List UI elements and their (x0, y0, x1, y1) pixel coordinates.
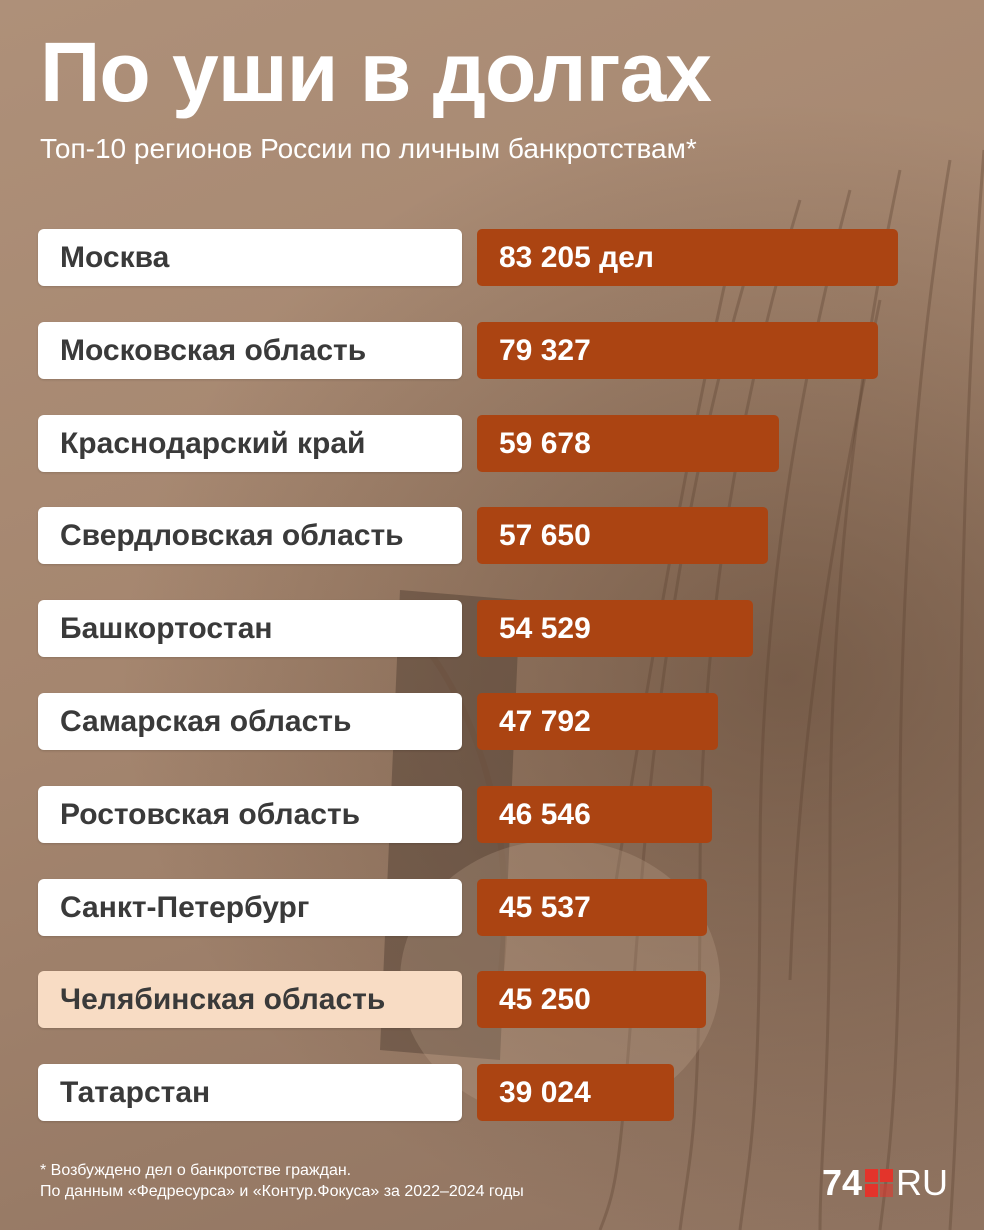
value-bar: 54 529 (477, 600, 753, 657)
chart-row: Московская область 79 327 (0, 322, 984, 379)
value-bar: 46 546 (477, 786, 712, 843)
logo-number: 74 (821, 1162, 862, 1203)
chart-row: Самарская область 47 792 (0, 693, 984, 750)
logo-square-mark-icon (865, 1169, 893, 1197)
page-title: По уши в долгах (40, 25, 712, 119)
region-label: Башкортостан (38, 600, 462, 657)
region-label: Краснодарский край (38, 415, 462, 472)
chart-row: Ростовская область 46 546 (0, 786, 984, 843)
footnote-line-1: * Возбуждено дел о банкротстве граждан. (40, 1162, 352, 1179)
chart-row: Москва 83 205 дел (0, 229, 984, 286)
chart-row: Челябинская область 45 250 (0, 971, 984, 1028)
logo-suffix: RU (896, 1162, 948, 1203)
value-bar: 57 650 (477, 507, 768, 564)
value-bar: 45 537 (477, 879, 707, 936)
region-label: Челябинская область (38, 971, 462, 1028)
brand-logo: 74 RU (821, 1162, 948, 1203)
chart-row: Свердловская область 57 650 (0, 507, 984, 564)
region-label: Свердловская область (38, 507, 462, 564)
region-label: Московская область (38, 322, 462, 379)
region-label: Санкт-Петербург (38, 879, 462, 936)
chart-row: Краснодарский край 59 678 (0, 415, 984, 472)
region-label: Ростовская область (38, 786, 462, 843)
region-label: Самарская область (38, 693, 462, 750)
chart-row: Санкт-Петербург 45 537 (0, 879, 984, 936)
page-subtitle: Топ-10 регионов России по личным банкрот… (40, 133, 697, 164)
footnote: * Возбуждено дел о банкротстве граждан. … (40, 1160, 524, 1202)
value-bar: 79 327 (477, 322, 878, 379)
value-bar: 83 205 дел (477, 229, 898, 286)
footnote-line-2: По данным «Федресурса» и «Контур.Фокуса»… (40, 1183, 524, 1200)
chart-row: Татарстан 39 024 (0, 1064, 984, 1121)
value-bar: 45 250 (477, 971, 706, 1028)
value-bar: 59 678 (477, 415, 779, 472)
region-label: Татарстан (38, 1064, 462, 1121)
value-bar: 39 024 (477, 1064, 674, 1121)
chart-row: Башкортостан 54 529 (0, 600, 984, 657)
region-label: Москва (38, 229, 462, 286)
value-bar: 47 792 (477, 693, 718, 750)
